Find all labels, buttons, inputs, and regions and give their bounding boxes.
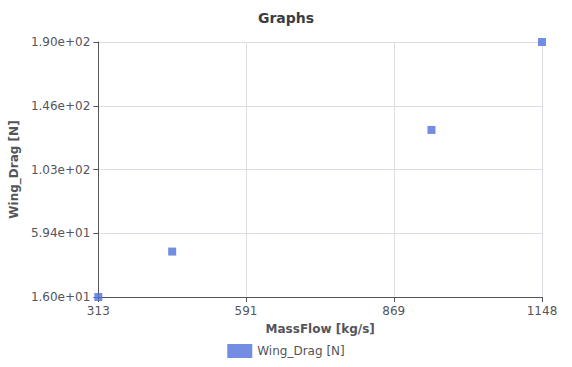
svg-text:591: 591 <box>235 304 258 318</box>
svg-text:Wing_Drag [N]: Wing_Drag [N] <box>7 120 22 218</box>
svg-text:869: 869 <box>382 304 405 318</box>
svg-text:1148: 1148 <box>527 304 558 318</box>
svg-text:1.46e+02: 1.46e+02 <box>31 99 90 113</box>
svg-text:313: 313 <box>87 304 110 318</box>
svg-text:Graphs: Graphs <box>258 10 314 26</box>
svg-text:MassFlow [kg/s]: MassFlow [kg/s] <box>266 322 375 336</box>
svg-text:Wing_Drag [N]: Wing_Drag [N] <box>257 344 344 358</box>
svg-text:1.60e+01: 1.60e+01 <box>31 290 90 304</box>
svg-text:1.03e+02: 1.03e+02 <box>31 163 90 177</box>
svg-text:1.90e+02: 1.90e+02 <box>31 35 90 49</box>
svg-text:5.94e+01: 5.94e+01 <box>31 226 90 240</box>
